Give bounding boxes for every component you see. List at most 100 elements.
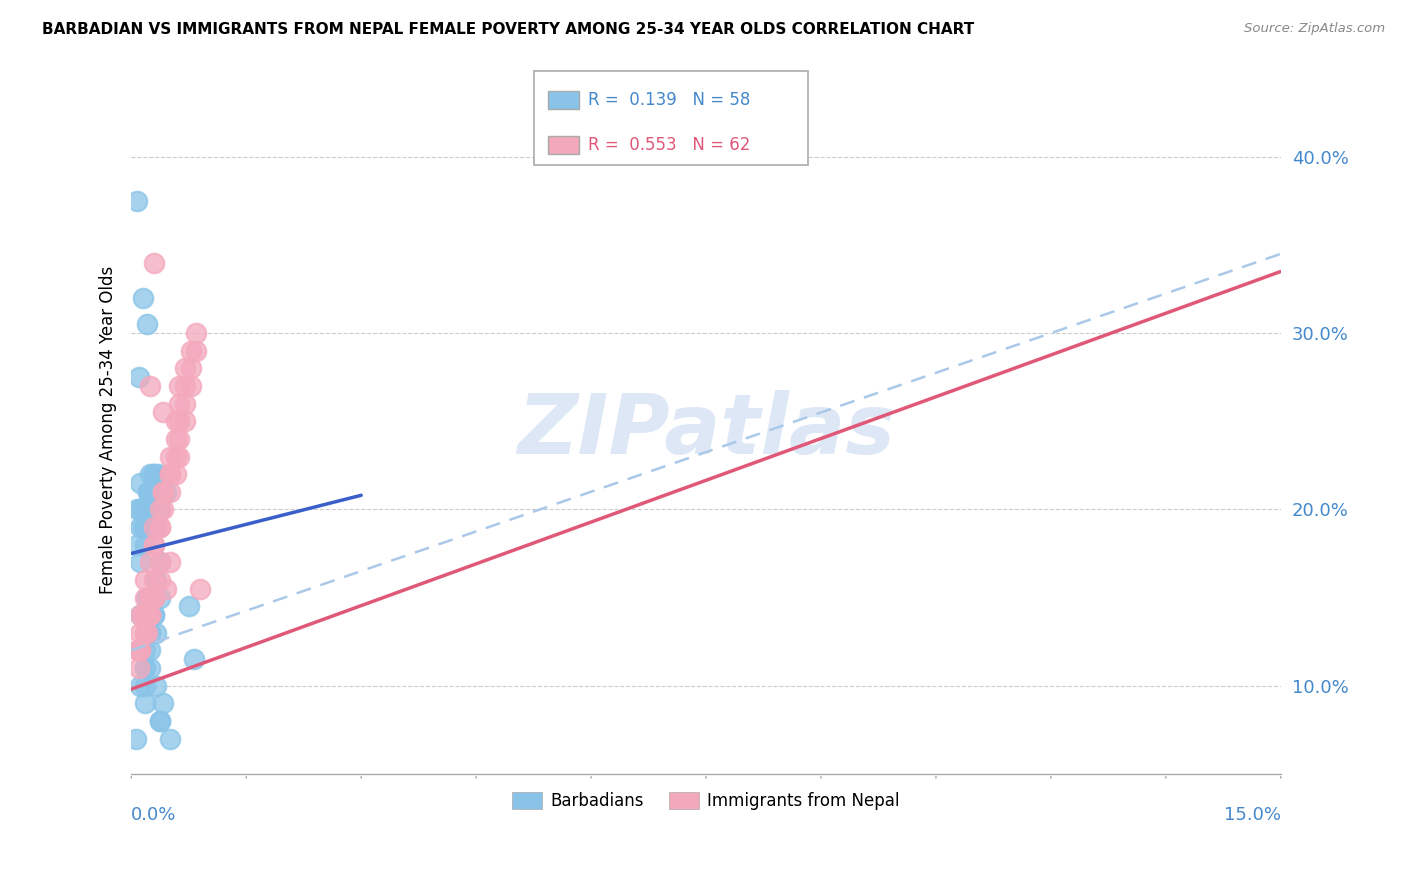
Point [134, 502, 156, 516]
Point [135, 591, 157, 605]
Point [136, 484, 159, 499]
Point [180, 379, 202, 393]
Text: R =  0.139   N = 58: R = 0.139 N = 58 [588, 91, 749, 109]
Point [167, 397, 190, 411]
Text: ZIPatlas: ZIPatlas [517, 390, 896, 471]
Point [134, 520, 156, 534]
Point [155, 484, 177, 499]
Point [135, 318, 157, 332]
Point [129, 608, 152, 623]
Point [136, 608, 159, 623]
Point [143, 520, 166, 534]
Point [167, 414, 190, 428]
Point [134, 573, 156, 587]
Point [180, 361, 202, 376]
Point [149, 520, 172, 534]
Point [139, 379, 162, 393]
Point [167, 379, 190, 393]
Point [152, 696, 174, 710]
Point [139, 625, 162, 640]
Point [139, 643, 162, 657]
Point [165, 467, 187, 482]
Point [132, 608, 155, 623]
Text: R =  0.553   N = 62: R = 0.553 N = 62 [588, 136, 749, 154]
Point [134, 661, 156, 675]
Point [139, 467, 162, 482]
Point [135, 502, 157, 516]
Point [132, 291, 155, 305]
Point [129, 679, 152, 693]
Y-axis label: Female Poverty Among 25-34 Year Olds: Female Poverty Among 25-34 Year Olds [100, 266, 117, 594]
Point [134, 625, 156, 640]
Point [152, 405, 174, 419]
Point [149, 502, 172, 516]
Point [145, 520, 167, 534]
Point [127, 502, 149, 516]
Point [139, 591, 162, 605]
Point [139, 625, 162, 640]
Point [186, 343, 208, 358]
Point [165, 450, 187, 464]
Point [134, 679, 156, 693]
Point [135, 625, 157, 640]
Point [139, 608, 162, 623]
Point [152, 484, 174, 499]
Point [152, 502, 174, 516]
Text: Source: ZipAtlas.com: Source: ZipAtlas.com [1244, 22, 1385, 36]
Point [174, 414, 197, 428]
Point [159, 450, 181, 464]
Point [143, 538, 166, 552]
Point [143, 608, 166, 623]
Point [127, 538, 149, 552]
Point [143, 591, 166, 605]
Point [177, 599, 200, 614]
Point [159, 467, 181, 482]
Point [132, 502, 155, 516]
Point [125, 731, 148, 746]
Point [165, 414, 187, 428]
Point [134, 643, 156, 657]
Point [139, 520, 162, 534]
Point [149, 555, 172, 569]
Point [129, 502, 152, 516]
Point [145, 679, 167, 693]
Point [139, 608, 162, 623]
Text: BARBADIAN VS IMMIGRANTS FROM NEPAL FEMALE POVERTY AMONG 25-34 YEAR OLDS CORRELAT: BARBADIAN VS IMMIGRANTS FROM NEPAL FEMAL… [42, 22, 974, 37]
Point [149, 502, 172, 516]
Point [186, 326, 208, 340]
Point [129, 520, 152, 534]
Point [129, 475, 152, 490]
Point [188, 582, 211, 596]
Point [134, 520, 156, 534]
Point [136, 484, 159, 499]
Point [180, 343, 202, 358]
Point [134, 696, 156, 710]
Point [134, 625, 156, 640]
Point [134, 661, 156, 675]
Point [134, 591, 156, 605]
Point [145, 625, 167, 640]
Point [149, 714, 172, 728]
Point [129, 555, 152, 569]
Point [145, 573, 167, 587]
Point [127, 194, 149, 208]
Point [139, 484, 162, 499]
Point [146, 467, 169, 482]
Point [174, 379, 197, 393]
Point [129, 643, 152, 657]
Point [159, 731, 181, 746]
Point [143, 467, 166, 482]
Point [129, 643, 152, 657]
Point [149, 520, 172, 534]
Point [128, 661, 150, 675]
Point [129, 608, 152, 623]
Point [167, 432, 190, 446]
Text: 0.0%: 0.0% [131, 805, 177, 823]
Point [165, 432, 187, 446]
Point [132, 520, 155, 534]
Point [139, 661, 162, 675]
Point [139, 591, 162, 605]
Point [143, 591, 166, 605]
Point [139, 608, 162, 623]
Point [143, 255, 166, 269]
